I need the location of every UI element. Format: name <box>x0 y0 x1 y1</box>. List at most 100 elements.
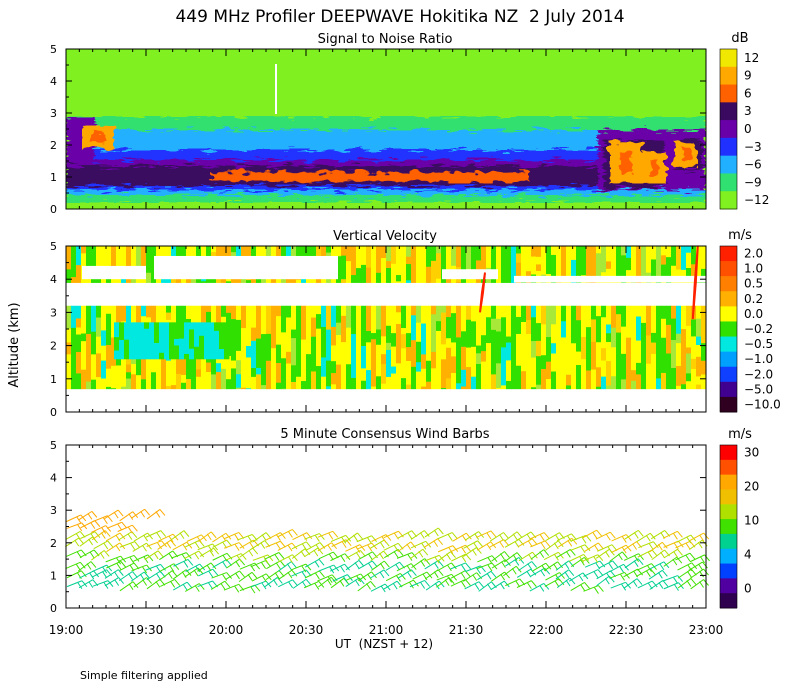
wind-barb <box>450 544 471 554</box>
wind-barb <box>356 535 378 545</box>
vv-cell <box>171 246 177 262</box>
vv-cell <box>651 353 657 375</box>
vv-cell <box>371 369 377 387</box>
vv-cell <box>66 305 72 330</box>
wind-barb <box>491 551 510 562</box>
vv-cell <box>186 305 192 313</box>
vv-cell <box>199 322 205 337</box>
vv-cell <box>701 360 707 375</box>
vv-cell <box>386 305 392 327</box>
wind-barb <box>106 542 126 553</box>
wind-barb <box>118 554 140 564</box>
vv-cell <box>696 376 702 385</box>
vv-cell <box>361 264 367 283</box>
vv-cell <box>346 327 352 351</box>
vv-cell <box>204 322 210 347</box>
vv-cell <box>661 255 667 266</box>
wind-barb <box>663 548 683 559</box>
barb-panel-title: 5 Minute Consensus Wind Barbs <box>280 427 489 442</box>
vv-cell <box>341 315 347 343</box>
vv-cell <box>346 246 352 262</box>
vv-cell <box>456 282 462 283</box>
vv-cell <box>521 322 527 341</box>
vv-cell <box>321 357 327 378</box>
vv-cell <box>556 305 562 336</box>
snr-feature-core-0 <box>91 131 105 143</box>
wind-barb <box>226 558 246 569</box>
footnote: Simple filtering applied <box>80 669 208 682</box>
vv-cell <box>201 354 207 372</box>
vv-cell <box>216 305 222 318</box>
vv-cell <box>361 368 367 382</box>
y-tick-label: 5 <box>50 439 57 452</box>
vv-cell <box>146 272 152 283</box>
vv-cell <box>241 328 247 345</box>
vv-cell <box>581 336 587 360</box>
vv-cell <box>501 274 507 283</box>
vv-cell <box>209 322 215 342</box>
vv-cell <box>296 305 302 329</box>
wind-barb <box>437 532 458 541</box>
vv-cell <box>441 305 447 313</box>
vv-cell <box>571 343 577 359</box>
vv-cell <box>136 246 142 270</box>
vv-cell <box>666 257 672 283</box>
wind-barb <box>133 577 153 588</box>
vv-cell <box>651 317 657 327</box>
wind-barb <box>197 543 218 553</box>
vv-cell <box>551 324 557 344</box>
vv-cell <box>446 277 452 283</box>
vv-cell <box>116 365 122 390</box>
vv-cell <box>671 305 677 320</box>
vv-cell <box>446 338 452 349</box>
vv-cell <box>506 305 512 337</box>
wind-barb <box>503 552 523 563</box>
wind-barb <box>212 552 233 562</box>
vv-cell <box>511 246 517 264</box>
colorbar-swatch <box>720 276 737 292</box>
vv-cell <box>461 346 467 371</box>
wind-barb <box>663 540 684 550</box>
wind-barb <box>185 583 205 592</box>
colorbar-unit: dB <box>731 31 748 46</box>
wind-barb <box>66 570 87 580</box>
vv-cell <box>401 305 407 329</box>
vv-cell <box>326 305 332 331</box>
wind-barb <box>357 571 377 582</box>
vv-cell <box>71 277 77 283</box>
vv-cell <box>491 329 497 361</box>
vv-cell <box>271 332 277 349</box>
colorbar-label: 4 <box>744 548 752 562</box>
vv-cell <box>76 373 82 390</box>
vv-cell <box>346 261 352 283</box>
vv-cell <box>391 373 397 389</box>
colorbar-label: 0 <box>744 122 752 136</box>
vv-cell <box>451 342 457 357</box>
vv-cell <box>546 305 552 314</box>
vv-cell <box>116 305 122 327</box>
vv-cell <box>431 321 437 353</box>
vv-cell <box>426 266 432 283</box>
vv-cell <box>276 246 282 263</box>
vv-cell <box>501 317 507 340</box>
wind-barb <box>689 539 708 551</box>
vv-cell <box>681 384 687 390</box>
vv-cell <box>491 246 497 270</box>
wind-barb <box>463 572 483 582</box>
vv-cell <box>241 366 247 389</box>
vv-cell <box>214 330 220 351</box>
vv-cell <box>184 353 190 360</box>
wind-barb <box>304 570 325 580</box>
vv-cell <box>281 358 287 390</box>
vv-cell <box>636 259 642 283</box>
vv-cell <box>139 322 145 339</box>
vv-cell <box>361 246 367 266</box>
vv-cell <box>386 376 392 390</box>
wind-barb <box>518 561 538 571</box>
vv-cell <box>376 376 382 390</box>
colorbar-swatch <box>720 336 737 353</box>
vv-cell <box>486 343 492 375</box>
vv-cell <box>326 386 332 390</box>
wind-barb <box>78 510 98 521</box>
vv-cell <box>111 246 117 278</box>
